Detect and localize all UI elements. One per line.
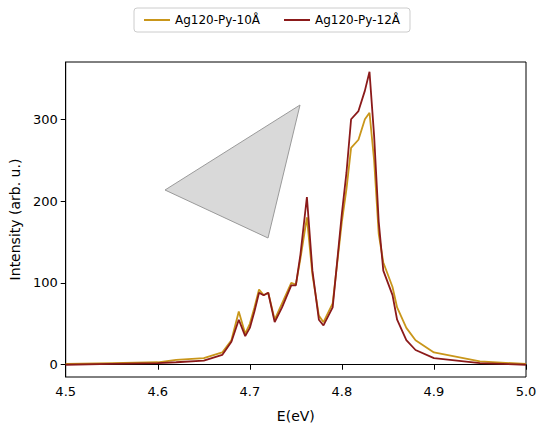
svg-text:4.8: 4.8 xyxy=(332,384,353,399)
svg-text:200: 200 xyxy=(33,194,58,209)
svg-text:4.9: 4.9 xyxy=(424,384,445,399)
svg-text:Ag120-Py-10Å: Ag120-Py-10Å xyxy=(175,12,261,27)
svg-text:4.5: 4.5 xyxy=(55,384,76,399)
svg-text:Intensity (arb. u.): Intensity (arb. u.) xyxy=(7,159,23,281)
svg-text:4.7: 4.7 xyxy=(239,384,260,399)
svg-text:4.6: 4.6 xyxy=(147,384,168,399)
svg-text:E(eV): E(eV) xyxy=(277,408,315,424)
svg-text:Ag120-Py-12Å: Ag120-Py-12Å xyxy=(315,12,401,27)
svg-text:300: 300 xyxy=(33,112,58,127)
svg-text:5.0: 5.0 xyxy=(516,384,537,399)
svg-text:0: 0 xyxy=(49,357,57,372)
svg-text:100: 100 xyxy=(33,275,58,290)
